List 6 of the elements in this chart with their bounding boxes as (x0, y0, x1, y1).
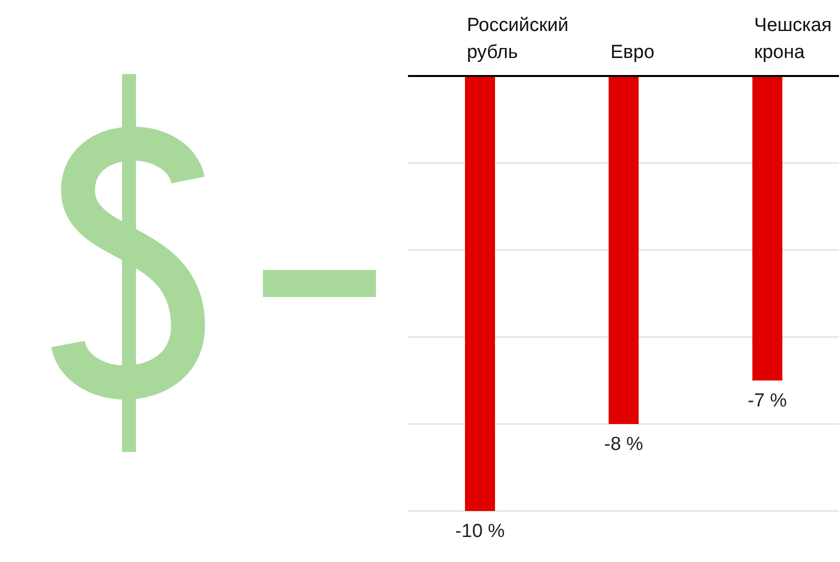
data-label: -7 % (748, 390, 787, 412)
x-tick-label: Российский рубль (466, 15, 569, 63)
x-tick-label: Евро (610, 42, 654, 63)
x-tick-label: Чешская крона (754, 15, 832, 63)
data-label: -10 % (455, 521, 505, 542)
data-label: -8 % (604, 434, 644, 455)
